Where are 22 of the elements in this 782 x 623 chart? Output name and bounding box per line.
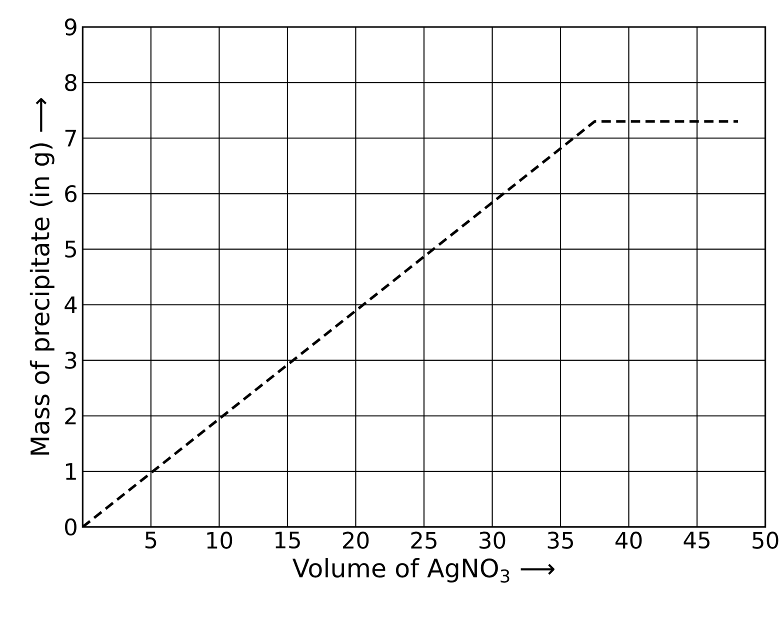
x-tick-label: 40 [615,532,642,549]
x-tick-label: 20 [342,532,369,549]
x-tick-label: 45 [684,532,710,549]
x-tick-label: 15 [276,532,300,549]
y-tick-label: 4 [64,296,77,314]
y-tick-label: 1 [66,463,76,480]
x-tick-label: 25 [411,532,436,549]
y-axis-title: Mass of precipitate (in g) ⟶ [30,98,54,455]
x-tick-label: 50 [752,532,778,549]
y-tick-label: 7 [65,130,76,146]
y-tick-label: 3 [65,352,76,369]
y-tick-label: 2 [65,407,76,424]
x-tick-label: 30 [480,532,506,549]
y-tick-label: 5 [65,240,76,258]
x-tick-label: 35 [548,532,573,549]
x-tick-label: 10 [207,532,232,549]
y-tick-label: 9 [64,18,76,36]
y-tick-label: 6 [65,185,77,202]
x-tick-label: 5 [145,532,156,549]
y-tick-label: 8 [65,74,76,92]
y-tick-label: 0 [65,518,76,536]
x-axis-title: Volume of AgNO$_{3}$ ⟶ [292,558,554,583]
